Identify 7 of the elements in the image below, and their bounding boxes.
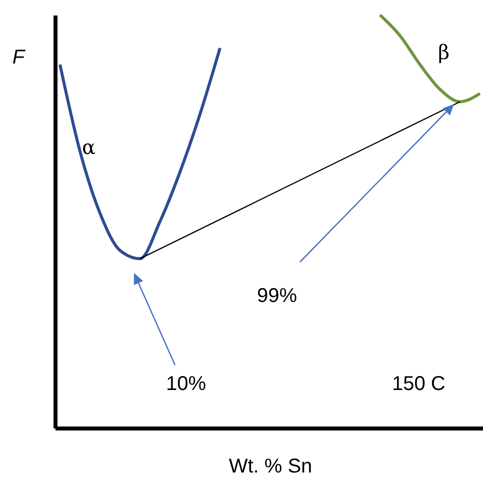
annotation: β [438,40,450,64]
x-axis-title: Wt. % Sn [228,456,312,478]
annotation: 150 C [392,373,446,396]
y-axis-title: F [12,46,26,68]
annotation: 10% [166,373,206,396]
annotation: α [82,135,96,159]
annotation: 99% [257,285,298,308]
